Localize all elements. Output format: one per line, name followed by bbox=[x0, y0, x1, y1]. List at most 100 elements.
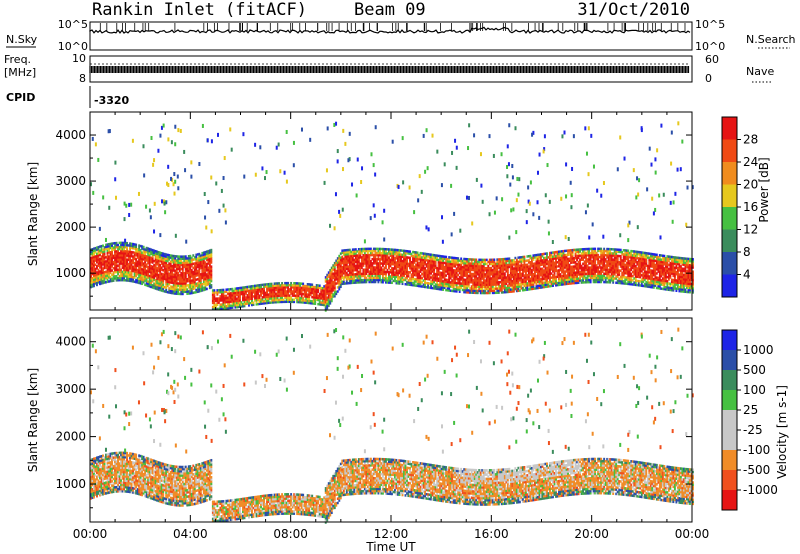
power-cell bbox=[210, 279, 213, 283]
power-cell bbox=[487, 291, 490, 295]
power-cell bbox=[338, 258, 341, 262]
power-cell bbox=[148, 278, 151, 282]
power-cell bbox=[237, 299, 240, 302]
power-cell bbox=[464, 266, 467, 269]
power-cell bbox=[135, 253, 138, 257]
power-cell bbox=[422, 262, 425, 266]
power-cell bbox=[290, 281, 293, 285]
power-cell bbox=[330, 299, 333, 303]
power-cell bbox=[145, 255, 148, 258]
power-cell bbox=[168, 256, 171, 259]
power-cell bbox=[487, 281, 490, 284]
power-cell bbox=[91, 262, 94, 265]
power-cell bbox=[293, 284, 296, 287]
power-cell bbox=[365, 268, 368, 271]
power-cell bbox=[440, 259, 443, 262]
power-cell bbox=[90, 281, 92, 285]
power-cell bbox=[421, 266, 424, 270]
power-cell bbox=[208, 284, 211, 288]
power-cell bbox=[160, 276, 163, 280]
power-cell bbox=[276, 296, 279, 300]
power-cell bbox=[363, 258, 366, 261]
power-cell bbox=[108, 269, 110, 273]
power-cell bbox=[357, 277, 360, 280]
power-cell bbox=[401, 249, 404, 252]
power-cell bbox=[375, 258, 378, 261]
power-cell bbox=[93, 249, 95, 252]
power-cell bbox=[342, 261, 345, 265]
power-cell bbox=[260, 294, 262, 297]
power-cell bbox=[205, 250, 208, 253]
power-cell bbox=[114, 241, 116, 245]
power-cell bbox=[311, 287, 314, 291]
power-cell bbox=[93, 257, 95, 261]
power-cell bbox=[479, 279, 482, 282]
power-cell bbox=[276, 300, 279, 304]
power-cell bbox=[488, 268, 491, 272]
power-cell bbox=[410, 267, 413, 270]
power-cell bbox=[133, 265, 136, 269]
power-cell bbox=[404, 264, 407, 267]
power-cell bbox=[384, 256, 387, 259]
power-cell bbox=[159, 259, 162, 263]
power-cell bbox=[371, 274, 374, 278]
power-cell bbox=[475, 268, 478, 272]
power-cell bbox=[257, 292, 259, 296]
power-cell bbox=[366, 266, 369, 269]
power-cell bbox=[115, 264, 118, 268]
power-cell bbox=[192, 287, 195, 290]
power-cell bbox=[100, 282, 103, 285]
power-cell bbox=[136, 256, 139, 259]
power-cell bbox=[482, 289, 485, 293]
power-cell bbox=[294, 296, 297, 300]
power-cell bbox=[451, 266, 454, 270]
power-cell bbox=[269, 295, 271, 298]
power-cell bbox=[365, 278, 368, 282]
power-cell bbox=[226, 302, 229, 306]
power-cell bbox=[153, 259, 156, 263]
power-cell bbox=[339, 262, 342, 266]
power-cell bbox=[234, 287, 237, 290]
power-cell bbox=[114, 250, 116, 253]
power-cell bbox=[208, 251, 211, 254]
power-cell bbox=[371, 253, 374, 257]
power-cell bbox=[192, 270, 195, 274]
power-cell bbox=[445, 282, 448, 286]
power-cell bbox=[464, 288, 467, 292]
power-cell bbox=[281, 298, 284, 302]
power-cell bbox=[437, 279, 440, 282]
power-cell bbox=[464, 270, 467, 273]
power-cell bbox=[111, 261, 113, 264]
power-cell bbox=[96, 281, 98, 285]
power-cell bbox=[412, 259, 414, 262]
power-cell bbox=[103, 260, 106, 264]
power-cell bbox=[130, 261, 133, 264]
power-cell bbox=[136, 264, 139, 268]
power-cell bbox=[323, 297, 326, 301]
power-cell bbox=[377, 270, 380, 273]
power-cell bbox=[242, 294, 244, 298]
power-cell bbox=[293, 300, 296, 304]
power-cell bbox=[287, 290, 290, 293]
power-cell bbox=[294, 284, 297, 287]
power-cell bbox=[449, 268, 452, 272]
power-cell bbox=[211, 293, 214, 296]
power-cell bbox=[342, 253, 345, 256]
power-cell bbox=[121, 274, 124, 278]
power-cell bbox=[183, 282, 186, 285]
power-cell bbox=[201, 264, 204, 267]
power-cell bbox=[172, 265, 175, 268]
power-cell bbox=[139, 263, 142, 266]
power-cell bbox=[309, 293, 312, 297]
power-cell bbox=[386, 258, 389, 261]
power-cell bbox=[245, 292, 247, 295]
power-cell bbox=[415, 284, 417, 287]
power-cell bbox=[317, 290, 320, 293]
power-cell bbox=[120, 262, 123, 265]
power-cell bbox=[359, 262, 362, 265]
power-cell bbox=[312, 300, 315, 303]
power-cell bbox=[326, 273, 329, 277]
power-cell bbox=[401, 253, 404, 257]
power-cell bbox=[264, 295, 267, 299]
power-cell bbox=[308, 297, 311, 301]
